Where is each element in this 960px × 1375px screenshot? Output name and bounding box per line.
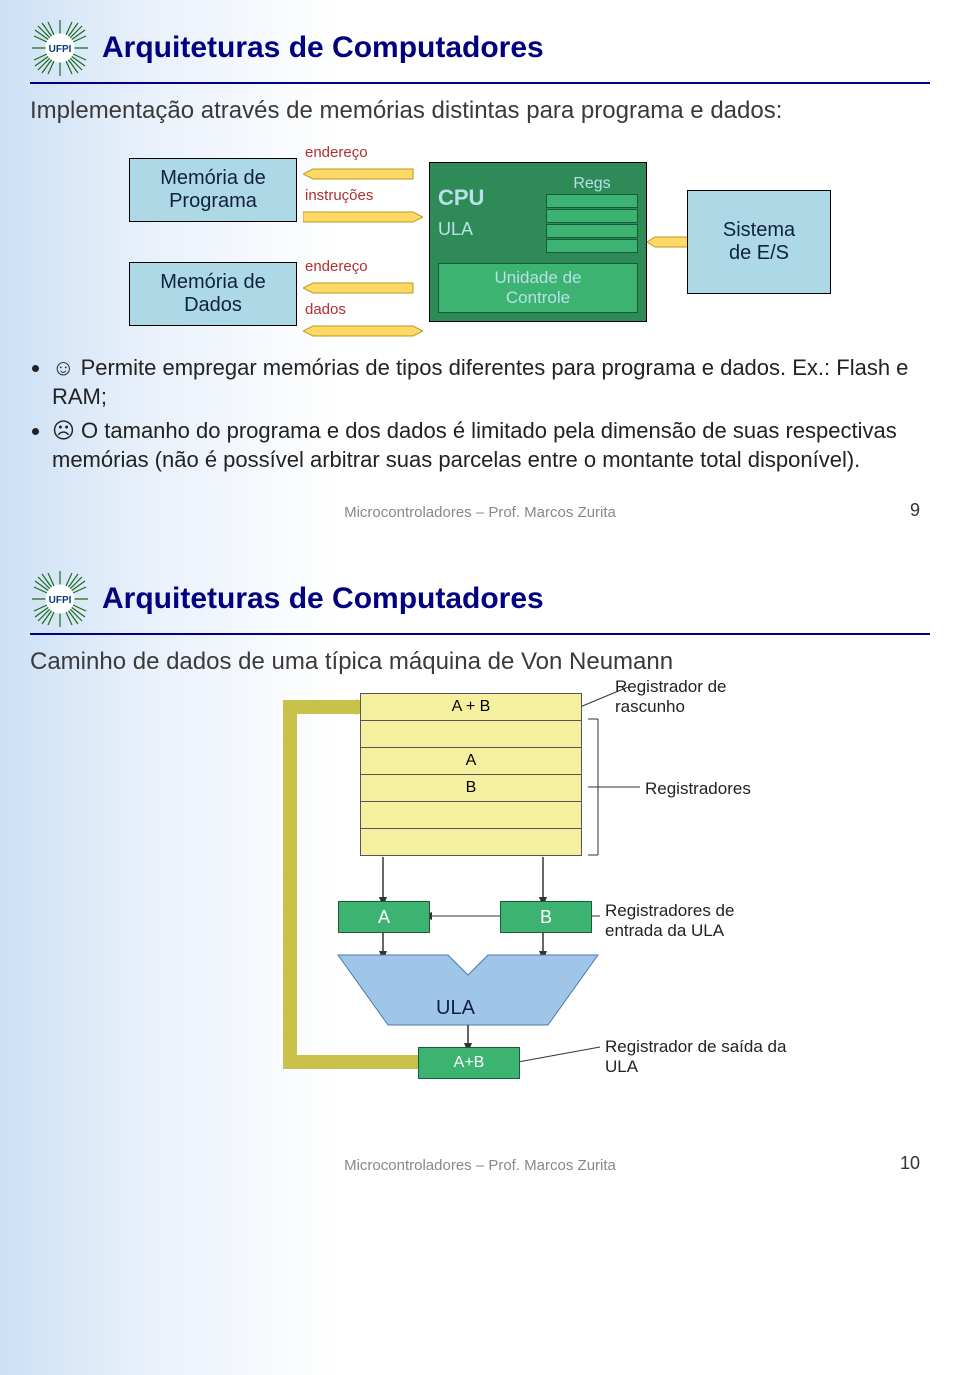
label-rascunho: Registrador de rascunho	[615, 677, 800, 717]
arrow-es	[647, 233, 687, 251]
label-dados: dados	[305, 301, 423, 318]
reg-cell-a: A	[361, 748, 581, 775]
ula-output-reg: A+B	[418, 1047, 520, 1079]
von-neumann-datapath: A + B A B A B ULA A+B Registrador de ras…	[160, 687, 800, 1127]
title-rule	[30, 633, 930, 635]
ufpi-logo: UFPI	[30, 569, 90, 629]
reg-slot	[546, 239, 638, 253]
label-endereco-1: endereço	[305, 144, 423, 161]
header: UFPI Arquiteturas de Computadores	[30, 18, 930, 78]
page-number: 9	[910, 500, 920, 521]
control-unit: Unidade de Controle	[438, 263, 638, 313]
reg-cell-blank	[361, 829, 581, 855]
bullet-item: ☹ O tamanho do programa e dos dados é li…	[52, 417, 930, 474]
reg-cell-aplusb: A + B	[361, 694, 581, 721]
slide-footer: Microcontroladores – Prof. Marcos Zurita	[30, 504, 930, 521]
svg-text:UFPI: UFPI	[49, 595, 72, 606]
label-registradores: Registradores	[645, 779, 751, 799]
memoria-programa: Memória de Programa	[129, 158, 297, 222]
entry-reg-a: A	[338, 901, 430, 933]
ula-input-regs: A B	[338, 901, 592, 933]
harvard-diagram: Memória de Programa Memória de Dados end…	[30, 144, 930, 340]
title-rule	[30, 82, 930, 84]
slide-title: Arquiteturas de Computadores	[102, 582, 930, 616]
label-entrada: Registradores de entrada da ULA	[605, 901, 734, 941]
register-file: A + B A B	[360, 693, 582, 856]
cpu-label: CPU	[438, 185, 484, 211]
reg-cell-blank	[361, 721, 581, 748]
svg-text:UFPI: UFPI	[49, 44, 72, 55]
memoria-dados: Memória de Dados	[129, 262, 297, 326]
slide-1: UFPI Arquiteturas de Computadores Implem…	[0, 0, 960, 551]
arrow-dados	[303, 322, 423, 340]
sistema-es: Sistema de E/S	[687, 190, 831, 294]
ula-text: ULA	[436, 997, 475, 1020]
reg-slot	[546, 194, 638, 208]
arrow-instrucoes	[303, 208, 423, 226]
bullet-list: ☺ Permite empregar memórias de tipos dif…	[34, 354, 930, 474]
label-endereco-2: endereço	[305, 258, 423, 275]
entry-reg-b: B	[500, 901, 592, 933]
reg-slot	[546, 224, 638, 238]
page-number: 10	[900, 1153, 920, 1174]
slide-footer: Microcontroladores – Prof. Marcos Zurita	[30, 1157, 930, 1174]
subtitle: Caminho de dados de uma típica máquina d…	[30, 647, 930, 677]
arrow-endereco-2	[303, 279, 423, 297]
label-instrucoes: instruções	[305, 187, 423, 204]
slide-2: UFPI Arquiteturas de Computadores Caminh…	[0, 551, 960, 1204]
cpu-box: CPU ULA Regs Unidade de Controle	[429, 162, 647, 322]
label-saida: Registrador de saída da ULA	[605, 1037, 800, 1077]
reg-slot	[546, 209, 638, 223]
ufpi-logo: UFPI	[30, 18, 90, 78]
slide-title: Arquiteturas de Computadores	[102, 31, 930, 65]
arrow-endereco-1	[303, 165, 423, 183]
subtitle: Implementação através de memórias distin…	[30, 96, 930, 126]
ula-label: ULA	[438, 219, 484, 240]
reg-cell-b: B	[361, 775, 581, 802]
regs-label: Regs	[546, 175, 638, 193]
reg-cell-blank	[361, 802, 581, 829]
header: UFPI Arquiteturas de Computadores	[30, 569, 930, 629]
bullet-item: ☺ Permite empregar memórias de tipos dif…	[52, 354, 930, 411]
